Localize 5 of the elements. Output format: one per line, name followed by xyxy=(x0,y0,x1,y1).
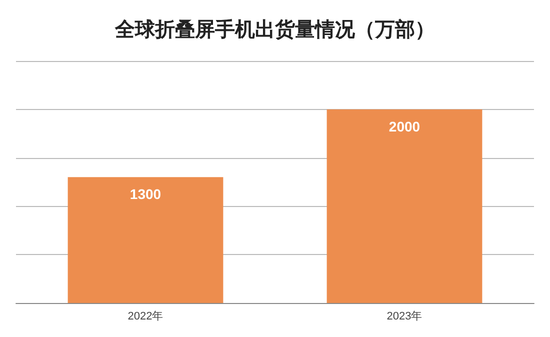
x-tick-label: 2023年 xyxy=(386,310,422,322)
data-label: 2000 xyxy=(388,118,420,134)
x-tick-label: 2022年 xyxy=(128,310,164,322)
chart-title: 全球折叠屏手机出货量情况（万部） xyxy=(114,17,435,41)
data-label: 1300 xyxy=(130,186,162,202)
